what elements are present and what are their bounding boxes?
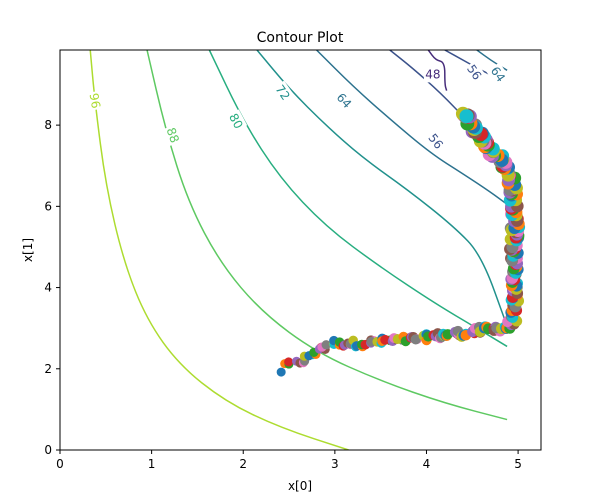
plot-frame [59,49,542,451]
contour-line-72 [256,50,508,327]
contour-label-48: 48 [425,67,440,81]
contour-label-64: 64 [334,90,355,111]
scatter-point [380,334,391,345]
x-tick-label: 5 [514,457,522,471]
contour-line-56 [444,50,502,82]
contour-label-72: 72 [273,82,293,103]
y-tick-label: 8 [44,118,52,132]
scatter-point [284,357,294,367]
contour-line-80 [208,50,508,348]
x-tick-label: 3 [331,457,339,471]
x-axis-label: x[0] [288,479,312,493]
x-tick-label: 0 [56,457,64,471]
contour-label-64: 64 [488,64,508,85]
y-tick-label: 4 [44,281,52,295]
scatter-point [459,109,474,124]
scatter-point [321,340,331,350]
contour-label-88: 88 [164,126,182,145]
contour-line-64 [316,50,508,205]
contour-label-56: 56 [464,62,484,83]
chart-title: Contour Plot [257,30,344,46]
x-axis: 0 1 2 3 4 5 [56,450,522,471]
contour-line-48 [427,50,448,91]
y-tick-label: 6 [44,199,52,213]
contour-line-88 [146,50,508,421]
x-tick-label: 1 [148,457,156,471]
contour-label-96: 96 [87,92,103,109]
y-axis-label: x[1] [21,238,35,262]
x-tick-label: 2 [239,457,247,471]
contour-label-80: 80 [226,111,246,131]
x-tick-label: 4 [423,457,431,471]
scatter-point [410,334,421,345]
contour-label-56: 56 [425,131,445,152]
y-tick-label: 0 [44,443,52,457]
y-axis: 0 2 4 6 8 [44,118,60,457]
y-tick-label: 2 [44,362,52,376]
contour-line-64 [476,50,508,71]
scatter-point [276,367,286,377]
